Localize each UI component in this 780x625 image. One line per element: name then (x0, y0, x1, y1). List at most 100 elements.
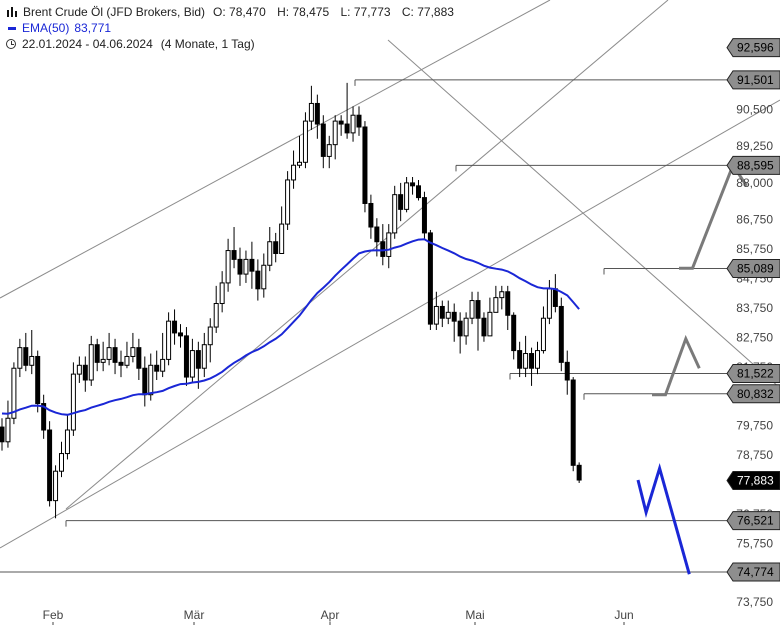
x-tick-label: Mär (184, 608, 205, 622)
candle-body (130, 347, 136, 357)
candle-body (195, 350, 201, 369)
candle-body (350, 114, 356, 134)
candle-body (481, 317, 487, 337)
candle-body (338, 120, 344, 125)
projection-path-1 (679, 161, 748, 270)
candle-body (499, 291, 505, 299)
candle-body (523, 353, 529, 369)
y-tick-label: 85,750 (736, 242, 773, 256)
y-tick-label: 83,750 (736, 301, 773, 315)
clock-icon (6, 39, 16, 49)
candle-body (451, 311, 457, 322)
candle-body (529, 353, 535, 369)
candle-body (576, 464, 582, 481)
price-label-box (726, 70, 780, 90)
price-label-box (726, 155, 780, 175)
candle-body (29, 355, 35, 366)
y-tick-label: 90,500 (736, 102, 773, 116)
y-tick-label: 73,750 (736, 595, 773, 609)
candle-body (368, 202, 374, 228)
candle-body (17, 347, 23, 369)
candle-body (386, 232, 392, 257)
low-value: L: 77,773 (340, 5, 391, 19)
ema-line (1, 238, 580, 416)
y-tick-label: 89,250 (736, 139, 773, 153)
y-tick-label: 86,750 (736, 213, 773, 227)
candle-body (118, 361, 124, 366)
price-label: 74,774 (737, 565, 774, 579)
candle-body (326, 144, 332, 157)
candle-body (291, 164, 297, 181)
legend-range-row: 22.01.2024 - 04.06.2024 (4 Monate, 1 Tag… (6, 36, 454, 52)
candle-body (88, 344, 94, 381)
candle-body (249, 258, 255, 272)
legend-ema-row: EMA(50) 83,771 (6, 20, 454, 36)
price-label: 81,522 (737, 366, 774, 380)
candle-body (421, 197, 427, 234)
candle-body (53, 470, 59, 502)
candle-body (64, 429, 70, 455)
period-text: (4 Monate, 1 Tag) (160, 37, 255, 51)
date-range: 22.01.2024 - 04.06.2024 (22, 37, 153, 51)
candle-body (475, 300, 481, 319)
candle-body (308, 102, 314, 122)
bar-chart-icon (6, 6, 18, 18)
candle-body (82, 364, 88, 381)
time-axis: Feb Mär Apr Mai Jun (43, 608, 634, 625)
candle-body (314, 102, 320, 125)
ema-label: EMA(50) (22, 21, 70, 35)
horizontal-levels (0, 79, 733, 573)
price-label-box (726, 363, 780, 383)
trendline-3 (0, 99, 780, 549)
candle-body (511, 314, 517, 352)
candle-body (225, 250, 231, 284)
price-label: 80,832 (737, 387, 774, 401)
candle-body (219, 282, 225, 305)
price-label-box (726, 511, 780, 531)
candle-body (535, 350, 540, 369)
candle-body (546, 288, 552, 319)
candle-body (279, 223, 285, 254)
candle-body (70, 373, 76, 431)
candle-body (41, 403, 47, 431)
candle-body (59, 453, 64, 472)
candle-body (5, 417, 11, 443)
candle-body (47, 429, 53, 502)
current-price-label: 77,883 (737, 474, 774, 488)
projection-path-3 (636, 462, 691, 575)
candle-body (23, 347, 29, 366)
price-label-box (726, 38, 780, 58)
candle-body (564, 361, 570, 381)
candle-body (172, 320, 178, 334)
candle-body (189, 350, 195, 378)
close-value: C: 77,883 (401, 5, 454, 19)
candle-body (410, 182, 416, 187)
ema-50-line (1, 238, 580, 416)
candle-body (517, 350, 523, 369)
candle-body (297, 161, 302, 166)
candle-body (148, 364, 154, 396)
candle-body (136, 347, 142, 369)
candle-body (178, 332, 183, 337)
candle-body (332, 120, 338, 146)
price-label: 91,501 (737, 73, 774, 87)
candle-body (261, 264, 267, 290)
x-tick-label: Feb (43, 608, 64, 622)
price-label-box (726, 384, 780, 404)
candle-body (35, 355, 41, 405)
candle-body (243, 258, 249, 275)
candle-body (213, 303, 219, 328)
candle-body (267, 241, 273, 266)
trendline-2 (65, 0, 669, 510)
candle-body (207, 326, 213, 346)
price-label: 85,089 (737, 262, 774, 276)
candle-body (457, 320, 463, 337)
candle-body (124, 355, 130, 366)
current-price-label-box (726, 471, 780, 491)
candle-body (76, 364, 82, 375)
candle-body (302, 120, 308, 163)
trendlines (0, 0, 780, 549)
price-label: 76,521 (737, 514, 774, 528)
candle-body (166, 320, 172, 360)
